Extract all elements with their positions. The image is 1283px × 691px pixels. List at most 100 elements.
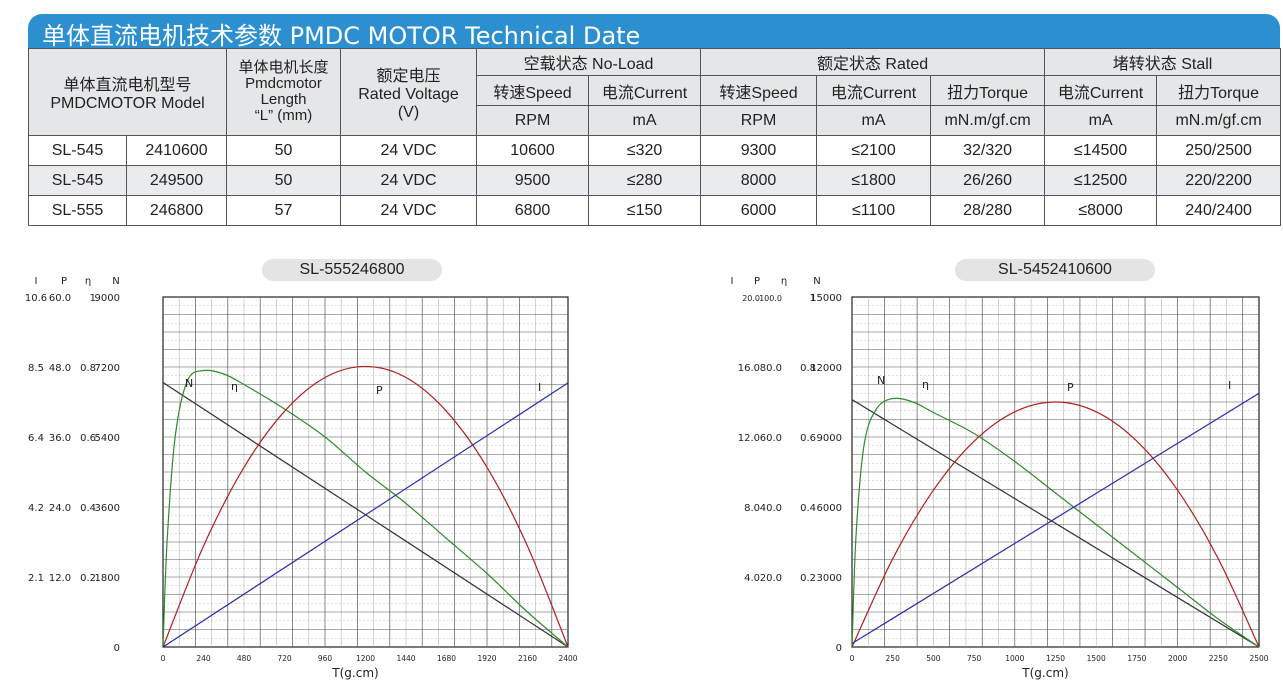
sub-header: 电流Current bbox=[588, 75, 702, 106]
x-tick-label: 0 bbox=[850, 654, 855, 663]
x-tick-label: 750 bbox=[967, 654, 982, 663]
y-tick-label: 4.2 bbox=[28, 503, 44, 514]
y-tick-label: 6000 bbox=[817, 503, 842, 514]
y-tick-label: 24.0 bbox=[49, 503, 71, 514]
axis-header: I bbox=[731, 276, 734, 287]
series-line-I bbox=[851, 392, 1260, 645]
series-line-eta bbox=[162, 369, 569, 648]
x-tick-label: 1000 bbox=[1005, 654, 1024, 663]
unit-header: mA bbox=[816, 105, 932, 136]
y-tick-label: 80.0 bbox=[760, 363, 782, 374]
y-tick-label: 0.8 bbox=[80, 363, 96, 374]
x-tick-label: 1440 bbox=[396, 654, 415, 663]
x-axis-label: T(g.cm) bbox=[1021, 666, 1068, 680]
table-cell: 246800 bbox=[125, 195, 228, 226]
table-cell: 32/320 bbox=[930, 135, 1046, 166]
y-tick-label: 6.4 bbox=[28, 433, 44, 444]
sub-header: 电流Current bbox=[816, 75, 932, 106]
x-tick-label: 1920 bbox=[477, 654, 496, 663]
title-bar: 单体直流电机技术参数 PMDC MOTOR Technical Date bbox=[28, 14, 1280, 50]
table-cell: SL-545 bbox=[28, 165, 127, 196]
table-cell: ≤14500 bbox=[1044, 135, 1158, 166]
table-cell: 24 VDC bbox=[340, 165, 478, 196]
series-line-I bbox=[162, 382, 569, 648]
sub-header: 扭力Torque bbox=[930, 75, 1046, 106]
x-tick-label: 1200 bbox=[356, 654, 375, 663]
y-tick-label: 5400 bbox=[95, 433, 120, 444]
x-tick-label: 2400 bbox=[558, 654, 577, 663]
series-line-P bbox=[851, 401, 1260, 648]
y-tick-label: 0.4 bbox=[800, 503, 816, 514]
series-label: P bbox=[1067, 381, 1074, 394]
x-tick-label: 2000 bbox=[1168, 654, 1187, 663]
unit-header: mA bbox=[1044, 105, 1158, 136]
y-tick-label: 0 bbox=[114, 643, 120, 654]
y-tick-label: 9000 bbox=[95, 293, 120, 304]
series-label: P bbox=[376, 384, 383, 397]
noload-header: 空载状态 No-Load bbox=[476, 48, 702, 76]
table-cell: ≤12500 bbox=[1044, 165, 1158, 196]
x-tick-label: 500 bbox=[926, 654, 941, 663]
y-tick-label: 0.8 bbox=[800, 363, 816, 374]
y-tick-label: 9000 bbox=[817, 433, 842, 444]
table-cell: 8000 bbox=[700, 165, 818, 196]
x-tick-label: 1750 bbox=[1127, 654, 1146, 663]
axis-header: N bbox=[112, 276, 119, 287]
table-cell: 57 bbox=[226, 195, 342, 226]
sub-header: 转速Speed bbox=[476, 75, 590, 106]
table-cell: 2410600 bbox=[125, 135, 228, 166]
x-tick-label: 250 bbox=[886, 654, 901, 663]
y-tick-label: 3600 bbox=[95, 503, 120, 514]
series-label: I bbox=[1228, 379, 1231, 392]
y-tick-label: 48.0 bbox=[49, 363, 71, 374]
series-label: I bbox=[538, 381, 541, 394]
page-title: 单体直流电机技术参数 PMDC MOTOR Technical Date bbox=[42, 22, 641, 50]
y-tick-label: 15000 bbox=[810, 293, 842, 304]
series-line-N bbox=[851, 399, 1260, 648]
y-tick-label: 16.0 bbox=[738, 363, 760, 374]
y-tick-label: 0.6 bbox=[800, 433, 816, 444]
x-tick-label: 2500 bbox=[1249, 654, 1268, 663]
x-tick-label: 0 bbox=[161, 654, 166, 663]
sub-header: 扭力Torque bbox=[1156, 75, 1282, 106]
axis-header: N bbox=[813, 276, 820, 287]
y-tick-label: 1 bbox=[90, 293, 96, 304]
series-label: η bbox=[922, 378, 929, 391]
y-tick-label: 20.0 bbox=[760, 573, 782, 584]
table-cell: 6000 bbox=[700, 195, 818, 226]
y-tick-label: 36.0 bbox=[49, 433, 71, 444]
y-tick-label: 60.0 bbox=[49, 293, 71, 304]
series-label: N bbox=[185, 377, 193, 390]
table-row: SL-545 249500 50 24 VDC 9500 ≤280 8000 ≤… bbox=[28, 165, 1282, 196]
rated-header: 额定状态 Rated bbox=[700, 48, 1046, 76]
series-line-eta bbox=[851, 397, 1260, 648]
unit-header: mN.m/gf.cm bbox=[930, 105, 1046, 136]
x-tick-label: 1680 bbox=[437, 654, 456, 663]
spec-table: 单体直流电机型号 PMDCMOTOR Model 单体电机长度 Pmdcmotor … bbox=[27, 48, 1282, 226]
table-cell: ≤150 bbox=[588, 195, 702, 226]
chart-title-left: SL-555246800 bbox=[262, 259, 442, 281]
table-cell: 250/2500 bbox=[1156, 135, 1282, 166]
y-tick-label: 60.0 bbox=[760, 433, 782, 444]
y-tick-label: 40.0 bbox=[760, 503, 782, 514]
table-cell: 9500 bbox=[476, 165, 590, 196]
table-row: SL-545 2410600 50 24 VDC 10600 ≤320 9300… bbox=[28, 135, 1282, 166]
y-tick-label: 12000 bbox=[810, 363, 842, 374]
y-tick-label: 0.2 bbox=[800, 573, 816, 584]
x-tick-label: 2250 bbox=[1209, 654, 1228, 663]
voltage-header: 额定电压 Rated Voltage (V) bbox=[340, 48, 478, 136]
table-cell: SL-545 bbox=[28, 135, 127, 166]
table-cell: ≤1800 bbox=[816, 165, 932, 196]
y-tick-label: 3000 bbox=[817, 573, 842, 584]
axis-header: P bbox=[61, 276, 67, 287]
x-tick-label: 720 bbox=[277, 654, 292, 663]
length-header: 单体电机长度 Pmdcmotor Length “L” (mm) bbox=[226, 48, 342, 136]
table-cell: ≤2100 bbox=[816, 135, 932, 166]
unit-header: RPM bbox=[476, 105, 590, 136]
unit-header: RPM bbox=[700, 105, 818, 136]
y-tick-label: 8.5 bbox=[28, 363, 44, 374]
table-cell: 24 VDC bbox=[340, 195, 478, 226]
axis-header: P bbox=[754, 276, 760, 287]
x-tick-label: 2160 bbox=[518, 654, 537, 663]
